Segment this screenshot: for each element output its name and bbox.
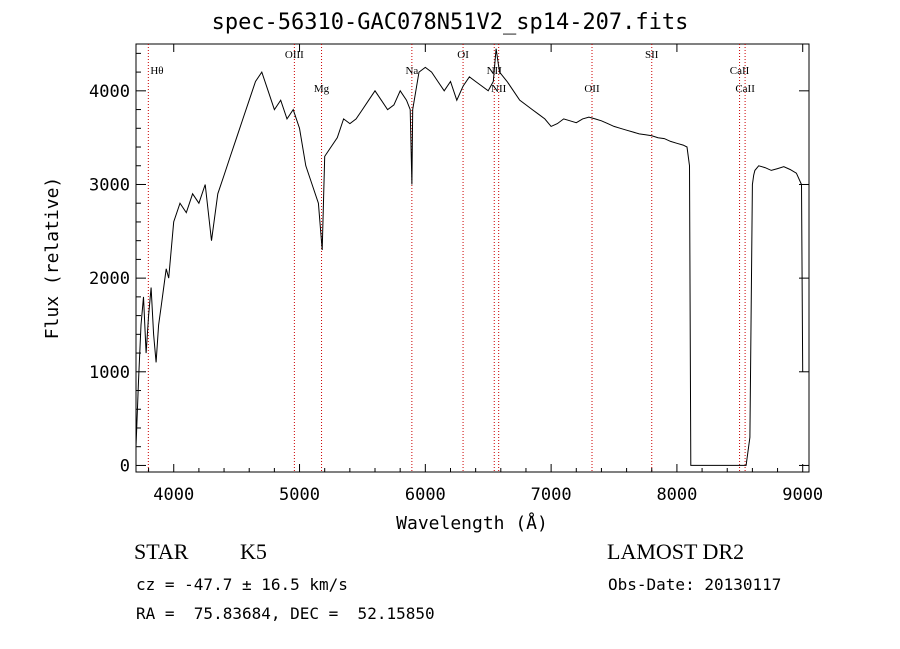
marker-label: CaII: [730, 65, 750, 77]
marker-label: OI: [457, 49, 469, 61]
marker-label: SII: [645, 49, 659, 61]
axis-ticks: 4000 5000 6000 7000 8000 9000 0 1000 2000 3000 400…: [89, 44, 823, 505]
x-tick-label: 7000: [531, 485, 572, 505]
obs-date: Obs-Date: 20130117: [608, 575, 782, 594]
y-axis-label: Flux (relative): [42, 177, 63, 340]
x-tick-label: 9000: [782, 485, 823, 505]
plot-frame: [135, 43, 810, 473]
marker-label: Hθ: [150, 65, 163, 77]
marker-label: Mg: [314, 83, 330, 95]
x-tick-label: 8000: [656, 485, 697, 505]
object-type: STAR: [134, 539, 189, 564]
x-tick-label: 5000: [279, 485, 320, 505]
marker-label: NII: [491, 83, 507, 95]
survey-label: LAMOST DR2: [607, 539, 745, 564]
subclass: K5: [240, 539, 267, 564]
y-tick-label: 0: [120, 456, 130, 476]
y-tick-label: 4000: [89, 82, 130, 102]
y-tick-label: 3000: [89, 175, 130, 195]
marker-label: OII: [584, 83, 600, 95]
redshift-cz: cz = -47.7 ± 16.5 km/s: [136, 575, 348, 594]
spectrum-line: [135, 48, 804, 466]
coordinates: RA = 75.83684, DEC = 52.15850: [136, 604, 435, 623]
x-axis-label: Wavelength (Å): [396, 512, 548, 534]
x-tick-label: 4000: [153, 485, 194, 505]
y-tick-label: 2000: [89, 269, 130, 289]
marker-label: Na: [405, 65, 418, 77]
marker-label: CaII: [735, 83, 755, 95]
marker-label: OIII: [285, 49, 304, 61]
x-tick-label: 6000: [405, 485, 446, 505]
chart-title: spec-56310-GAC078N51V2_sp14-207.fits: [211, 10, 689, 35]
y-tick-label: 1000: [89, 363, 130, 383]
